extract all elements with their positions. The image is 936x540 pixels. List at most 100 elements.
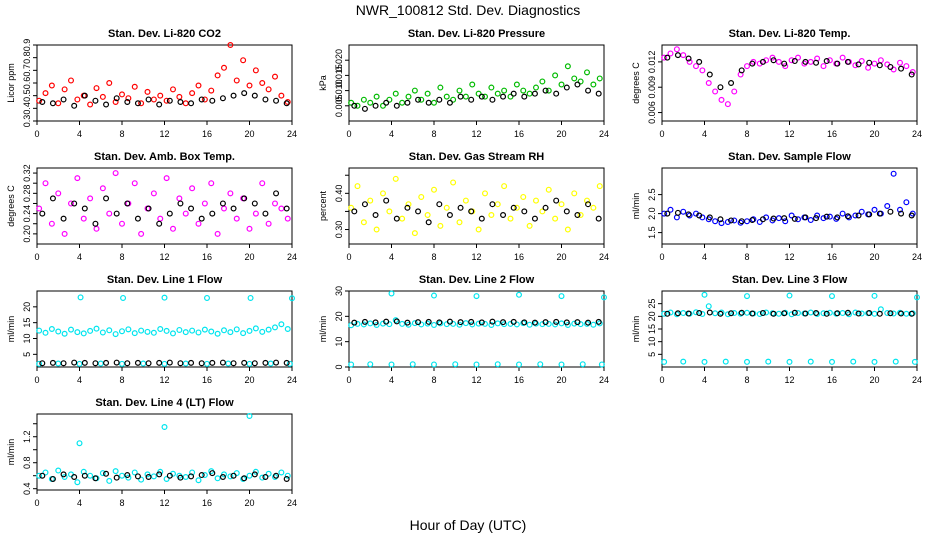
data-point (351, 208, 358, 215)
data-point (284, 472, 291, 479)
data-point (501, 183, 508, 190)
data-point (241, 195, 248, 202)
data-point (877, 57, 884, 64)
data-point (558, 320, 565, 327)
data-point (113, 359, 120, 366)
data-point (259, 79, 266, 86)
data-point (724, 101, 731, 108)
data-point (539, 78, 546, 85)
data-point (456, 87, 463, 94)
x-tick-label: 12 (784, 252, 794, 262)
data-point (177, 98, 184, 105)
data-point (367, 320, 374, 327)
data-point (807, 309, 814, 316)
data-point (696, 212, 703, 219)
x-tick-label: 8 (119, 129, 124, 139)
data-point (267, 360, 274, 367)
data-point (542, 87, 549, 94)
x-tick-label: 16 (514, 375, 524, 385)
x-tick-label: 0 (34, 498, 39, 508)
data-point (201, 472, 208, 479)
data-point (457, 204, 464, 211)
data-point (74, 96, 81, 103)
data-point (705, 79, 712, 86)
data-point (87, 472, 94, 479)
data-point (834, 310, 841, 317)
data-point (283, 100, 290, 107)
panel-title: Stan. Dev. Amb. Box Temp. (94, 151, 235, 163)
x-tick-label: 8 (119, 498, 124, 508)
data-point (118, 360, 125, 367)
panel-frame (661, 44, 918, 122)
data-point (839, 310, 846, 317)
data-point (521, 319, 528, 326)
data-point (273, 359, 280, 366)
x-tick-label: 0 (346, 129, 351, 139)
data-point (106, 210, 113, 217)
data-point (731, 88, 738, 95)
data-point (284, 215, 291, 222)
data-point (221, 64, 228, 71)
data-point (908, 71, 915, 78)
data-point (500, 93, 507, 100)
data-point (685, 310, 692, 317)
y-tick-label: 0.30 (334, 221, 344, 239)
data-point (813, 310, 820, 317)
data-point (595, 318, 602, 325)
data-point (93, 225, 100, 232)
y-tick-label: 0.8 (22, 51, 32, 64)
data-point (289, 295, 296, 302)
data-point (112, 468, 119, 475)
data-point (156, 471, 163, 478)
data-point (585, 87, 592, 94)
data-point (457, 319, 464, 326)
x-tick-label: 4 (702, 375, 707, 385)
x-tick-label: 0 (346, 252, 351, 262)
data-point (775, 215, 782, 222)
data-point (166, 359, 173, 366)
data-point (55, 100, 62, 107)
data-point (722, 358, 729, 365)
data-point (717, 310, 724, 317)
data-point (424, 212, 431, 219)
y-axis-label: percent (318, 190, 328, 221)
data-point (488, 84, 495, 91)
y-axis-label: degrees C (631, 62, 641, 104)
data-point (513, 81, 520, 88)
data-point (188, 205, 195, 212)
y-tick-label: 20 (334, 311, 344, 321)
data-point (667, 50, 674, 57)
data-point (166, 97, 173, 104)
data-point (515, 361, 522, 368)
data-point (770, 57, 777, 64)
y-tick-label: 0.4 (22, 482, 32, 495)
data-point (537, 361, 544, 368)
x-tick-label: 12 (471, 129, 481, 139)
data-point (247, 294, 254, 301)
data-point (156, 359, 163, 366)
y-tick-label: 10 (334, 337, 344, 347)
data-point (208, 328, 215, 335)
data-point (81, 359, 88, 366)
x-tick-label: 12 (159, 129, 169, 139)
data-point (585, 319, 592, 326)
data-point (680, 358, 687, 365)
data-point (386, 208, 393, 215)
x-tick-label: 12 (159, 375, 169, 385)
data-point (138, 476, 145, 483)
data-point (36, 97, 43, 104)
x-tick-label: 12 (784, 129, 794, 139)
data-point (182, 329, 189, 336)
x-tick-label: 4 (389, 375, 394, 385)
data-point (166, 472, 173, 479)
data-point (198, 472, 205, 479)
data-point (405, 93, 412, 100)
data-point (553, 318, 560, 325)
data-point (521, 93, 528, 100)
data-point (361, 105, 368, 112)
data-point (728, 310, 735, 317)
data-point (262, 210, 269, 217)
data-point (156, 101, 163, 108)
data-point (92, 97, 99, 104)
